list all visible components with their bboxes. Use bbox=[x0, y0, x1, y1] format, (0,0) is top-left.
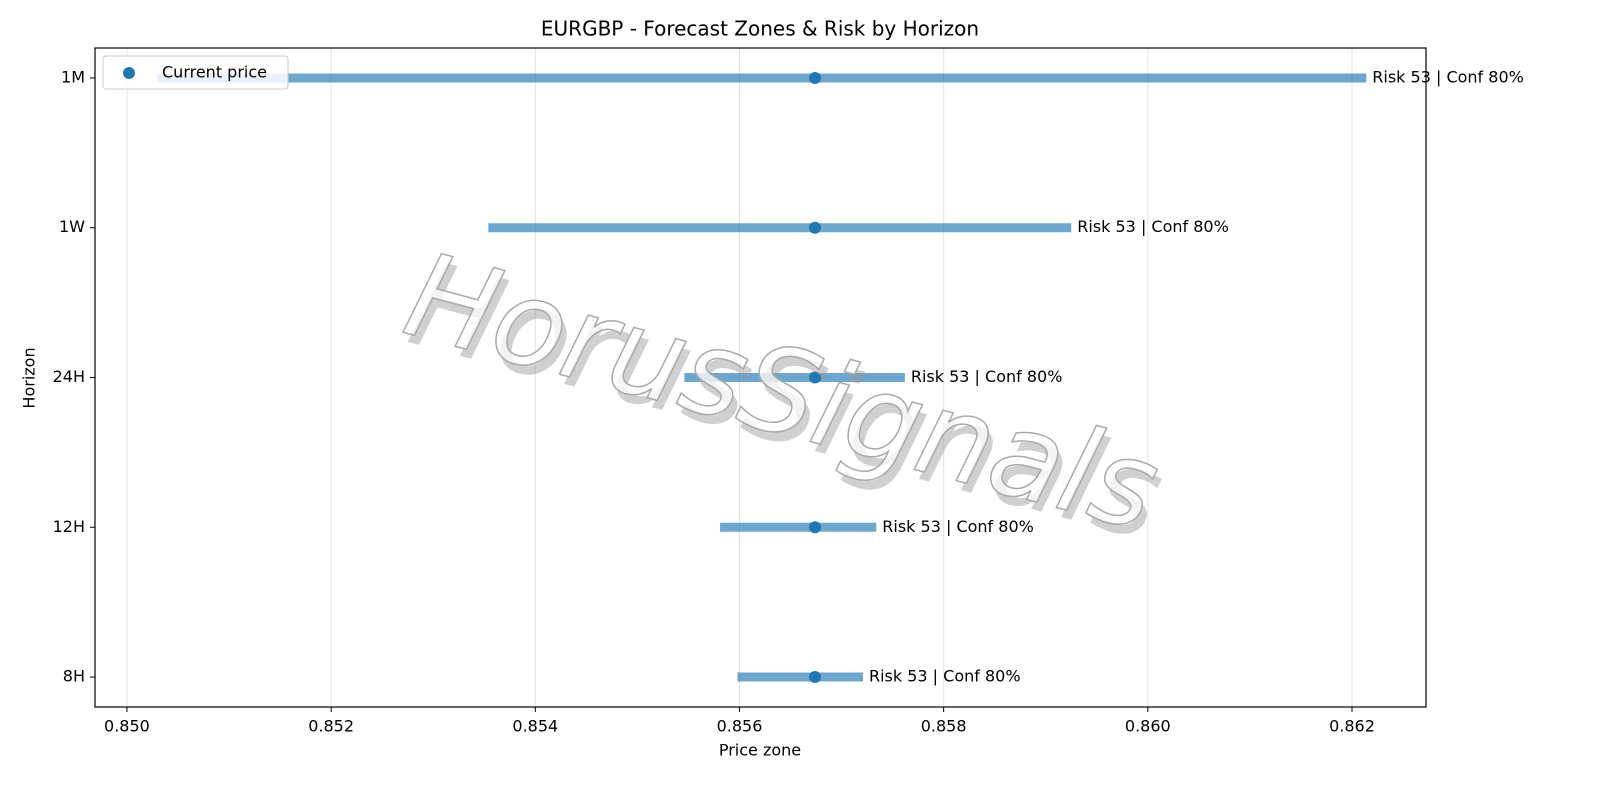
x-tick-label: 0.862 bbox=[1329, 717, 1375, 736]
y-tick-label: 1M bbox=[61, 67, 85, 86]
zone-annotation: Risk 53 | Conf 80% bbox=[1077, 217, 1229, 236]
chart-title: EURGBP - Forecast Zones & Risk by Horizo… bbox=[541, 17, 979, 41]
current-price-dot bbox=[809, 371, 822, 384]
current-price-dot bbox=[809, 671, 822, 684]
legend-label: Current price bbox=[162, 63, 267, 82]
x-tick-label: 0.850 bbox=[104, 717, 150, 736]
y-tick-label: 8H bbox=[63, 667, 85, 686]
zone-annotation: Risk 53 | Conf 80% bbox=[869, 667, 1021, 686]
current-price-dot bbox=[809, 221, 822, 234]
x-tick-label: 0.854 bbox=[512, 717, 558, 736]
legend-box bbox=[102, 55, 289, 90]
y-tick-label: 24H bbox=[53, 367, 85, 386]
x-tick-label: 0.860 bbox=[1125, 717, 1171, 736]
plot-frame bbox=[94, 47, 1427, 708]
grid: 0.850 0.852 0.854 0.856 0.858 0.860 0.862 8H 12H… bbox=[53, 48, 1375, 736]
x-tick-label: 0.856 bbox=[717, 717, 763, 736]
zone-annotation: Risk 53 | Conf 80% bbox=[911, 367, 1063, 386]
zone-annotation: Risk 53 | Conf 80% bbox=[1372, 67, 1524, 86]
y-tick-label: 12H bbox=[53, 517, 85, 536]
x-axis-label: Price zone bbox=[719, 741, 801, 760]
marks: Risk 53 | Conf 80% Risk 53 | Conf 80% Risk… bbox=[157, 67, 1524, 686]
legend-marker bbox=[123, 67, 135, 79]
legend: Current price bbox=[102, 55, 289, 90]
current-price-dot bbox=[809, 71, 822, 84]
x-tick-label: 0.852 bbox=[308, 717, 354, 736]
x-tick-label: 0.858 bbox=[921, 717, 967, 736]
zone-annotation: Risk 53 | Conf 80% bbox=[882, 517, 1034, 536]
current-price-dot bbox=[809, 521, 822, 534]
y-axis-label: Horizon bbox=[20, 347, 39, 408]
y-tick-label: 1W bbox=[59, 217, 85, 236]
